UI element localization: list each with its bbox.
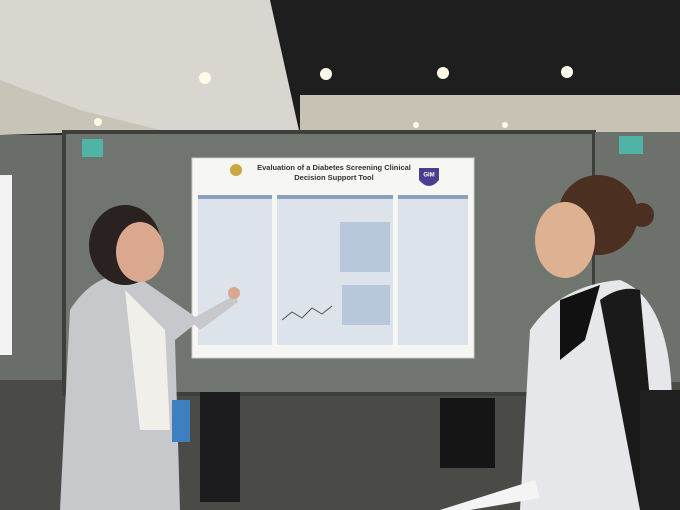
light <box>199 72 211 84</box>
visitor-face <box>535 202 595 278</box>
presenter-badge <box>172 400 190 442</box>
person-background <box>200 392 240 502</box>
person-background <box>440 398 495 468</box>
poster-section-header <box>277 195 393 199</box>
presenter-hand <box>228 287 240 299</box>
light <box>561 66 573 78</box>
visitor-top <box>560 285 600 360</box>
visitor-bun <box>630 203 654 227</box>
presenter-face <box>116 222 164 282</box>
poster-logo-text: GIM <box>423 173 434 179</box>
poster-logo-shield <box>419 168 439 186</box>
poster-column <box>398 195 468 345</box>
poster-section-header <box>198 195 272 199</box>
ceiling-panel <box>0 0 300 135</box>
poster-headers <box>198 195 468 325</box>
ceiling-lights <box>94 66 573 128</box>
back-wall <box>300 95 680 135</box>
poster-graph <box>281 305 333 321</box>
poster-logo-left <box>230 164 242 176</box>
neighbor-poster <box>0 175 12 355</box>
light <box>437 67 449 79</box>
visitor-bag <box>640 390 680 510</box>
presenter-arm <box>190 295 238 330</box>
light <box>320 68 332 80</box>
poster-columns <box>198 195 468 345</box>
board-tag <box>619 136 643 154</box>
light <box>413 122 419 128</box>
poster-table <box>342 285 390 325</box>
presenter-blouse <box>125 290 170 430</box>
poster-title: Decision Support Tool <box>294 173 373 182</box>
poster-section-header <box>398 195 468 199</box>
light <box>94 118 102 126</box>
light <box>502 122 508 128</box>
poster-table <box>340 222 390 272</box>
poster-title: Evaluation of a Diabetes Screening Clini… <box>257 163 411 172</box>
board-tag <box>82 139 103 157</box>
rolled-paper <box>440 480 540 510</box>
ceiling-beam <box>0 80 160 135</box>
